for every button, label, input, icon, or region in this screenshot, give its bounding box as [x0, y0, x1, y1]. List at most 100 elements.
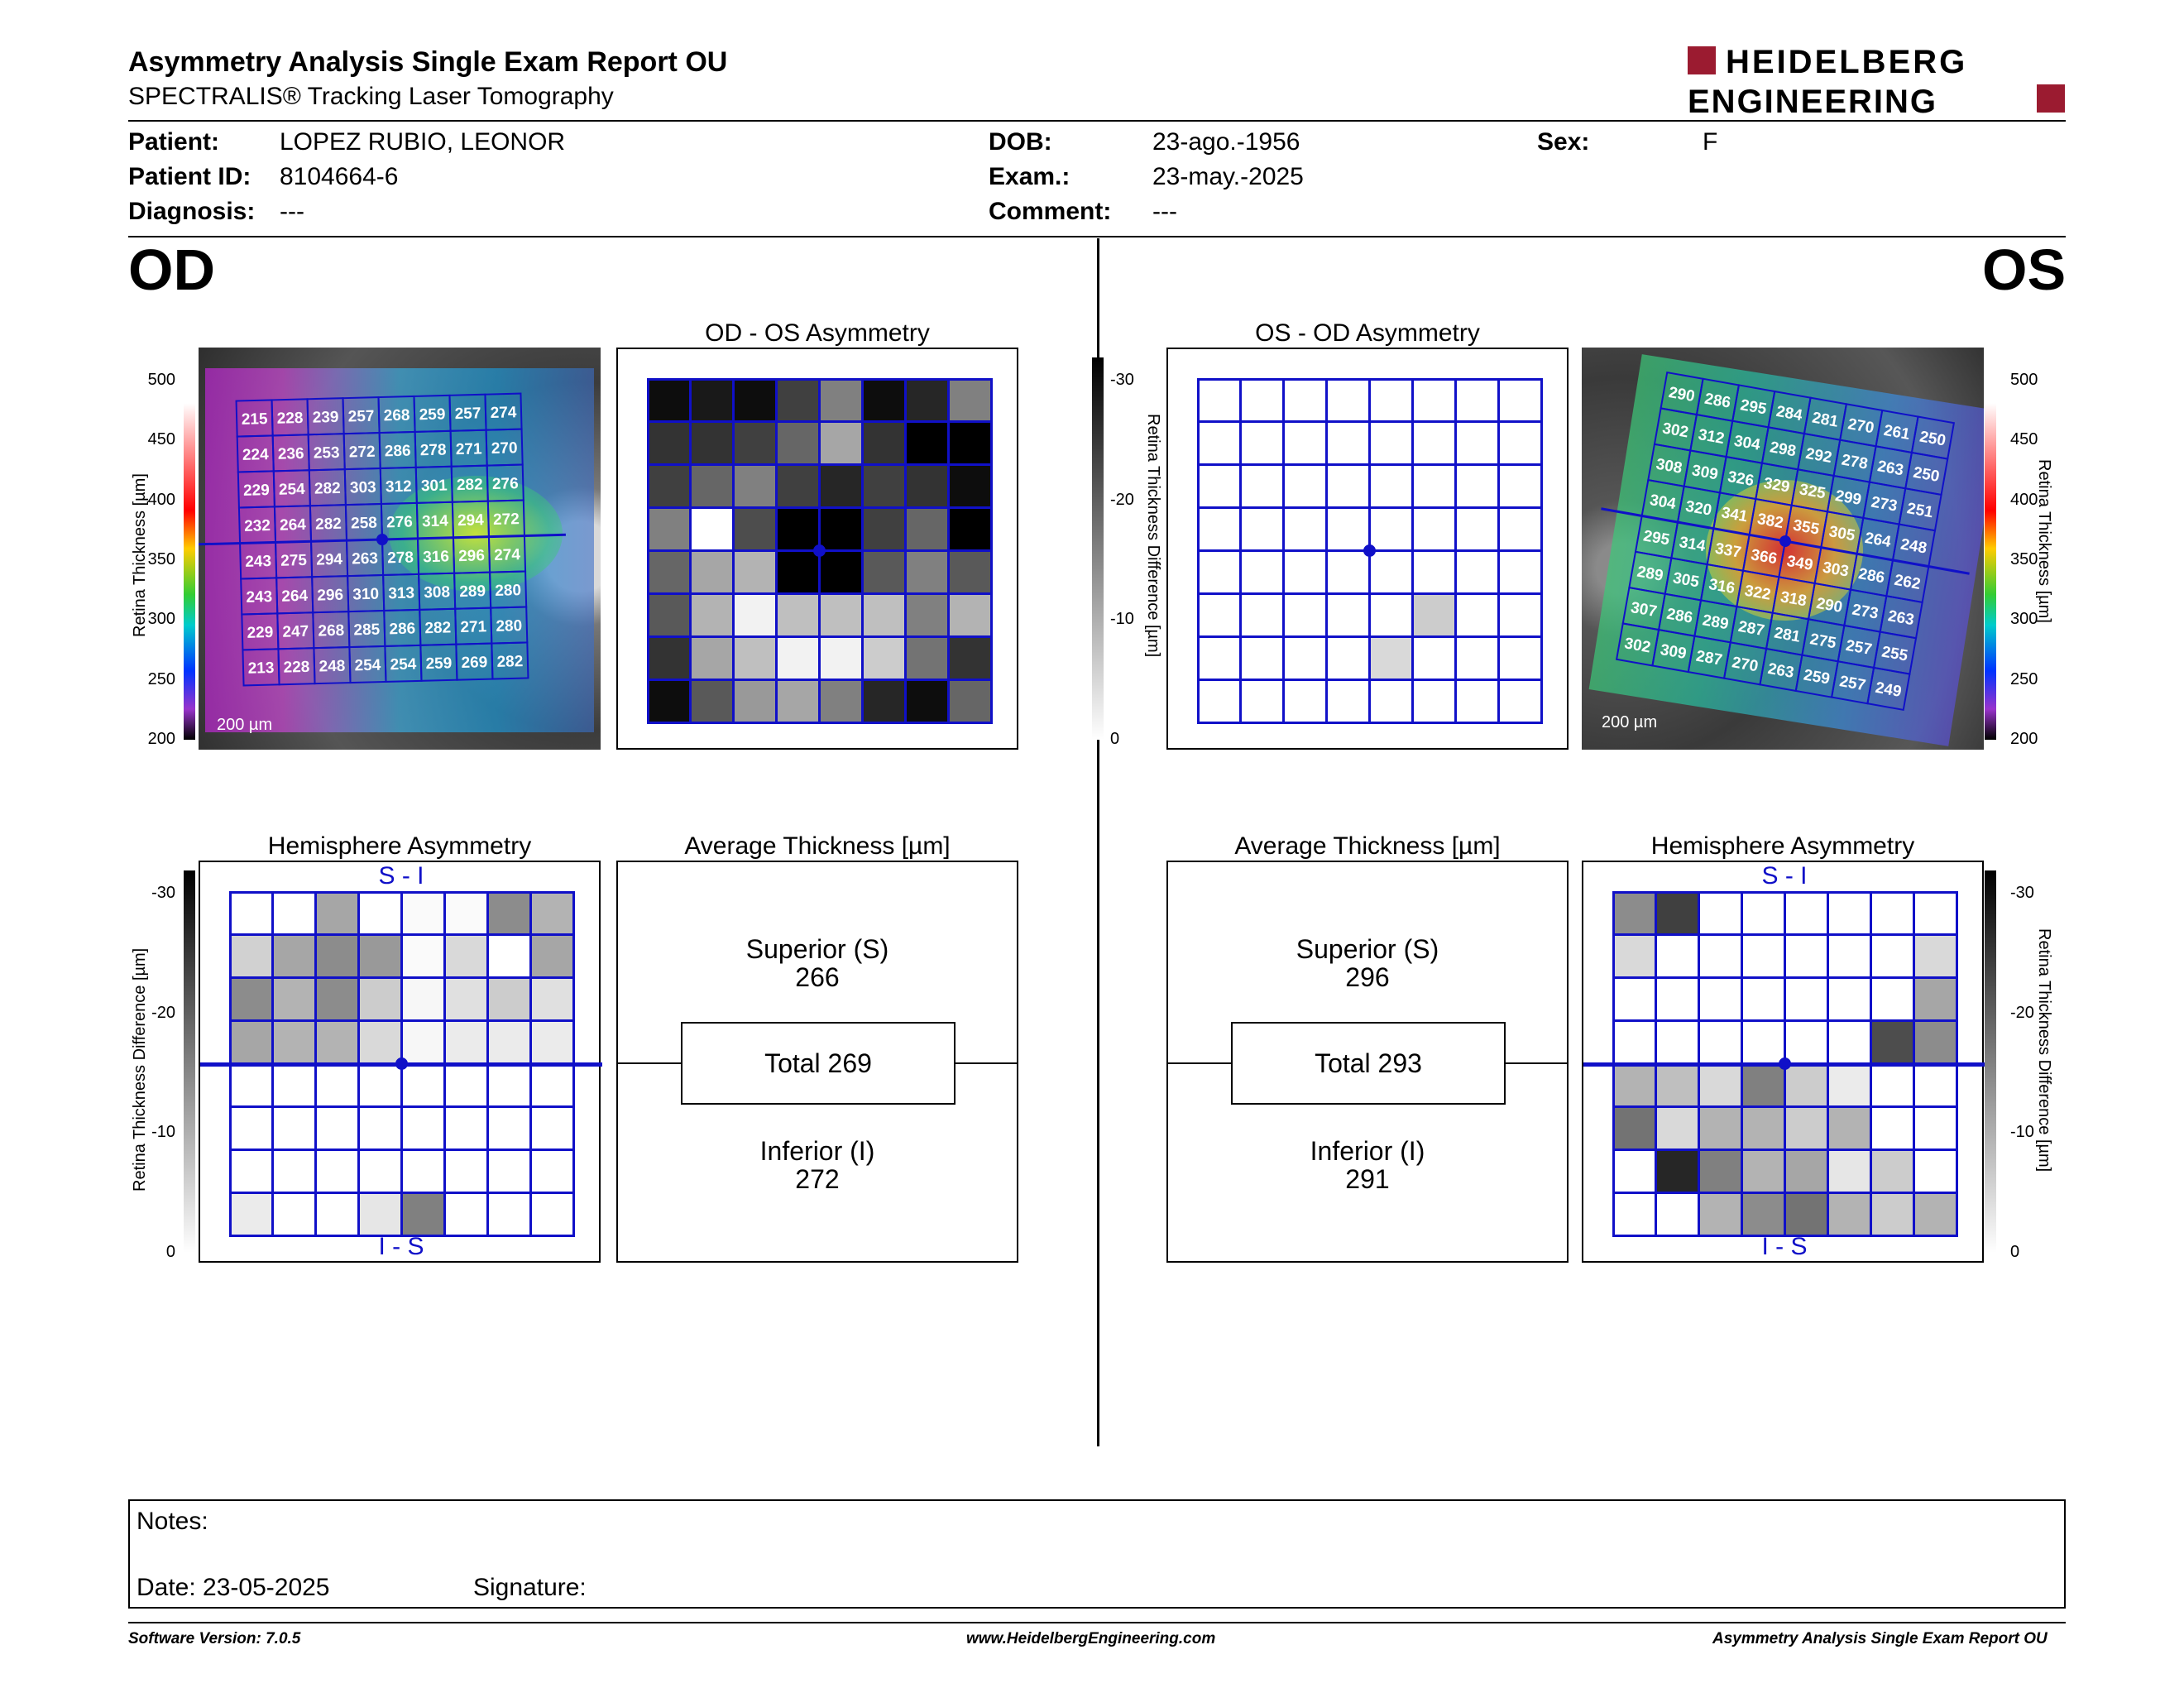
od-thick-svg-cell	[491, 641, 529, 680]
od-thick-ticks-label: 500	[147, 371, 175, 389]
od-asym-grid-cell	[862, 550, 906, 594]
footer-url[interactable]: www.HeidelbergEngineering.com	[966, 1630, 1216, 1647]
os-thick-svg-value: 289	[1701, 611, 1730, 633]
os-thick-svg-value: 259	[1803, 667, 1832, 688]
os-thick-svg-value: 261	[1882, 422, 1911, 444]
os-thick-svg-value: 287	[1695, 648, 1724, 669]
od-hemi-grid-cell	[272, 977, 316, 1021]
os-asym-grid-cell	[1240, 378, 1284, 422]
od-asym-grid-fovea-dot	[813, 544, 826, 557]
os-thick-svg-value: 286	[1665, 606, 1694, 627]
od-asym-grid-cell	[948, 636, 992, 680]
od-asym-grid-cell	[905, 421, 949, 465]
od-asym-grid-cell	[948, 679, 992, 723]
od-fundus-image: 215 228 239 257 268 259 257 274 224 236 253 272 286 2…	[199, 348, 601, 750]
od-hemi-grid-cell	[487, 934, 531, 978]
od-thick-svg-value: 271	[460, 618, 487, 636]
os-thick-svg-value: 270	[1846, 415, 1875, 437]
od-thick-svg-value: 215	[242, 410, 269, 429]
od-thick-svg-value: 296	[458, 547, 485, 565]
center-diff-ticks-label: -30	[1110, 371, 1134, 389]
os-superior-value: 296	[1345, 962, 1390, 992]
od-thick-svg-value: 275	[280, 552, 308, 570]
od-asym-grid-cell	[690, 507, 734, 551]
od-thick-svg-value: 316	[423, 548, 449, 566]
notes-box[interactable]: Notes: Date: 23-05-2025 Signature:	[128, 1499, 2066, 1609]
patient-id-value: 8104664-6	[280, 163, 399, 190]
patient-id-label: Patient ID:	[128, 163, 251, 190]
od-thick-svg-value: 268	[318, 622, 344, 640]
os-thick-svg-fovea-dot	[1779, 535, 1791, 547]
od-hemi-grid	[200, 891, 602, 1237]
od-thick-svg-value: 229	[247, 624, 273, 642]
os-thick-ticks-label: 350	[2010, 550, 2038, 568]
footer-report-name: Asymmetry Analysis Single Exam Report OU	[1712, 1630, 2048, 1647]
od-hemi-ticks-label: -20	[151, 1003, 175, 1022]
od-hemi-grid-cell	[401, 1192, 445, 1236]
od-thick-svg-value: 269	[461, 654, 487, 672]
os-asym-grid	[1197, 378, 1543, 724]
od-asym-grid-cell	[905, 507, 949, 551]
od-thick-svg-value: 229	[243, 482, 270, 500]
od-thick-svg-value: 228	[277, 410, 304, 428]
os-thick-svg-value: 307	[1630, 599, 1659, 621]
os-asym-grid-cell	[1240, 507, 1284, 551]
od-asym-grid-cell	[819, 550, 863, 594]
os-thick-svg-value: 341	[1720, 504, 1749, 525]
od-thickness-grid: 215 228 239 257 268 259 257 274 224 236 253 272 286 2…	[199, 392, 566, 687]
od-thick-svg-value: 278	[387, 549, 414, 568]
os-total-box: Total 293	[1231, 1022, 1506, 1105]
od-thick-svg-value: 248	[318, 658, 345, 676]
os-total-value: Total 293	[1315, 1048, 1422, 1078]
os-hemi-grid-fovea-dot	[1779, 1057, 1791, 1070]
os-inferior-value: 291	[1345, 1164, 1390, 1194]
od-thickness-axis-title: Retina Thickness [µm]	[131, 473, 149, 637]
os-thick-svg-value: 295	[1739, 396, 1768, 418]
od-thick-svg-value: 254	[354, 657, 381, 675]
os-hemi-title: Hemisphere Asymmetry	[1650, 832, 1915, 860]
notes-label: Notes:	[136, 1508, 208, 1535]
os-asym-grid-cell	[1498, 378, 1542, 422]
od-asym-grid-cell	[948, 507, 992, 551]
od-hemi-grid-cell	[315, 1149, 359, 1193]
od-thick-svg-value: 243	[246, 588, 272, 607]
os-superior-label: Superior (S)	[1296, 934, 1439, 964]
od-hemi-grid-cell	[487, 1063, 531, 1107]
os-avg-panel: Superior (S) 296 Total 293 Inferior (I) …	[1166, 861, 1569, 1263]
od-asym-grid-cell	[905, 679, 949, 723]
os-hemi-ticks-label: -10	[2010, 1123, 2034, 1142]
os-thick-svg-value: 316	[1707, 576, 1736, 597]
os-thick-svg-value: 278	[1840, 452, 1869, 473]
os-thick-svg-value: 302	[1623, 635, 1652, 656]
os-asym-grid-cell	[1326, 593, 1370, 637]
os-asym-grid-cell	[1455, 550, 1499, 594]
os-hemi-bottom-label: I - S	[1761, 1233, 1808, 1260]
od-asym-grid-cell	[690, 636, 734, 680]
date-label: Date: 23-05-2025	[136, 1574, 330, 1601]
os-thick-svg-value: 349	[1785, 553, 1814, 574]
os-hemi-grid-cell	[1870, 891, 1914, 935]
od-thick-svg-value: 258	[351, 515, 377, 533]
od-thick-svg-value: 259	[419, 405, 445, 424]
od-hemi-ticks-label: 0	[165, 1243, 175, 1261]
os-thick-svg-value: 329	[1762, 475, 1791, 496]
os-thick-svg-value: 309	[1690, 462, 1719, 483]
od-thick-svg-value: 268	[383, 407, 410, 425]
os-asym-grid-cell	[1498, 679, 1542, 723]
od-thick-svg-value: 310	[352, 586, 379, 604]
od-hemi-ticks-label: -10	[151, 1123, 175, 1142]
os-hemi-grid-cell	[1655, 1020, 1699, 1064]
os-asym-grid-fovea-dot	[1363, 544, 1376, 557]
signature-label: Signature:	[473, 1574, 587, 1601]
od-thick-svg-value: 243	[245, 553, 271, 571]
od-thick-ticks-label: 350	[147, 550, 175, 568]
os-asym-grid-outline	[1197, 378, 1543, 724]
od-thick-svg-value: 282	[314, 480, 341, 498]
dob-label: DOB:	[989, 128, 1052, 156]
od-thick-svg-value: 289	[459, 583, 486, 601]
os-thick-svg-cell	[1866, 666, 1911, 712]
os-thick-svg-value: 298	[1769, 439, 1798, 460]
os-thick-ticks-label: 500	[2010, 371, 2038, 389]
os-hemi-grid-cell	[1913, 1106, 1957, 1150]
od-thick-svg-value: 259	[425, 655, 452, 673]
